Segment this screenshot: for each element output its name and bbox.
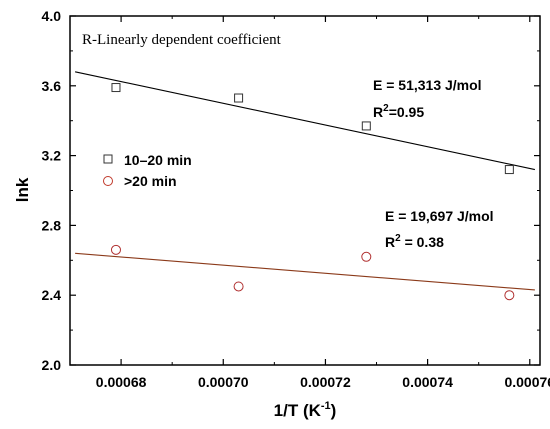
data-point-series-1 <box>361 121 371 131</box>
r-squared-1: R2=0.95 <box>373 103 424 120</box>
data-points <box>110 83 515 301</box>
data-point-series-1 <box>234 93 244 103</box>
fit-line-series-2 <box>75 252 535 291</box>
x-tick-label: 0.00068 <box>96 374 147 390</box>
data-point-series-2 <box>233 281 244 292</box>
x-tick-label: 0.00070 <box>198 374 249 390</box>
data-point-series-1 <box>111 83 121 93</box>
x-tick-label: 0.00074 <box>402 374 453 390</box>
annotation-series-1: E = 51,313 J/mol R2=0.95 <box>373 77 482 120</box>
y-axis-ticks: 2.0 2.4 2.8 3.2 3.6 4.0 <box>42 8 540 373</box>
legend: 10–20 min >20 min <box>103 152 192 189</box>
y-tick-label: 3.2 <box>42 148 62 164</box>
data-point-series-1 <box>504 165 514 175</box>
data-point-series-2 <box>110 244 121 255</box>
data-point-series-2 <box>361 251 372 262</box>
plot-frame <box>69 15 541 366</box>
legend-marker-square <box>103 154 113 164</box>
legend-label-series-2: >20 min <box>124 173 177 189</box>
r-squared-2: R2 = 0.38 <box>385 233 444 250</box>
y-tick-label: 3.6 <box>42 78 62 94</box>
y-axis-title: lnk <box>13 177 32 202</box>
y-tick-label: 2.0 <box>42 357 62 373</box>
chart-note: R-Linearly dependent coefficient <box>82 32 282 48</box>
legend-marker-circle <box>103 176 113 186</box>
data-point-series-2 <box>504 290 515 301</box>
x-axis-title: 1/T (K-1) <box>274 400 337 420</box>
annotation-series-2: E = 19,697 J/mol R2 = 0.38 <box>385 208 494 250</box>
activation-energy-1: E = 51,313 J/mol <box>373 77 482 93</box>
legend-label-series-1: 10–20 min <box>124 152 192 168</box>
fit-lines <box>74 71 536 291</box>
y-tick-label: 2.8 <box>42 217 62 233</box>
x-tick-label: 0.00072 <box>300 374 351 390</box>
activation-energy-2: E = 19,697 J/mol <box>385 208 494 224</box>
y-tick-label: 4.0 <box>42 8 62 24</box>
x-axis-ticks: 0.00068 0.00070 0.00072 0.00074 0.00076 <box>96 16 550 390</box>
y-tick-label: 2.4 <box>42 287 62 303</box>
fit-line-series-1 <box>74 71 536 171</box>
x-tick-label: 0.00076 <box>504 374 550 390</box>
